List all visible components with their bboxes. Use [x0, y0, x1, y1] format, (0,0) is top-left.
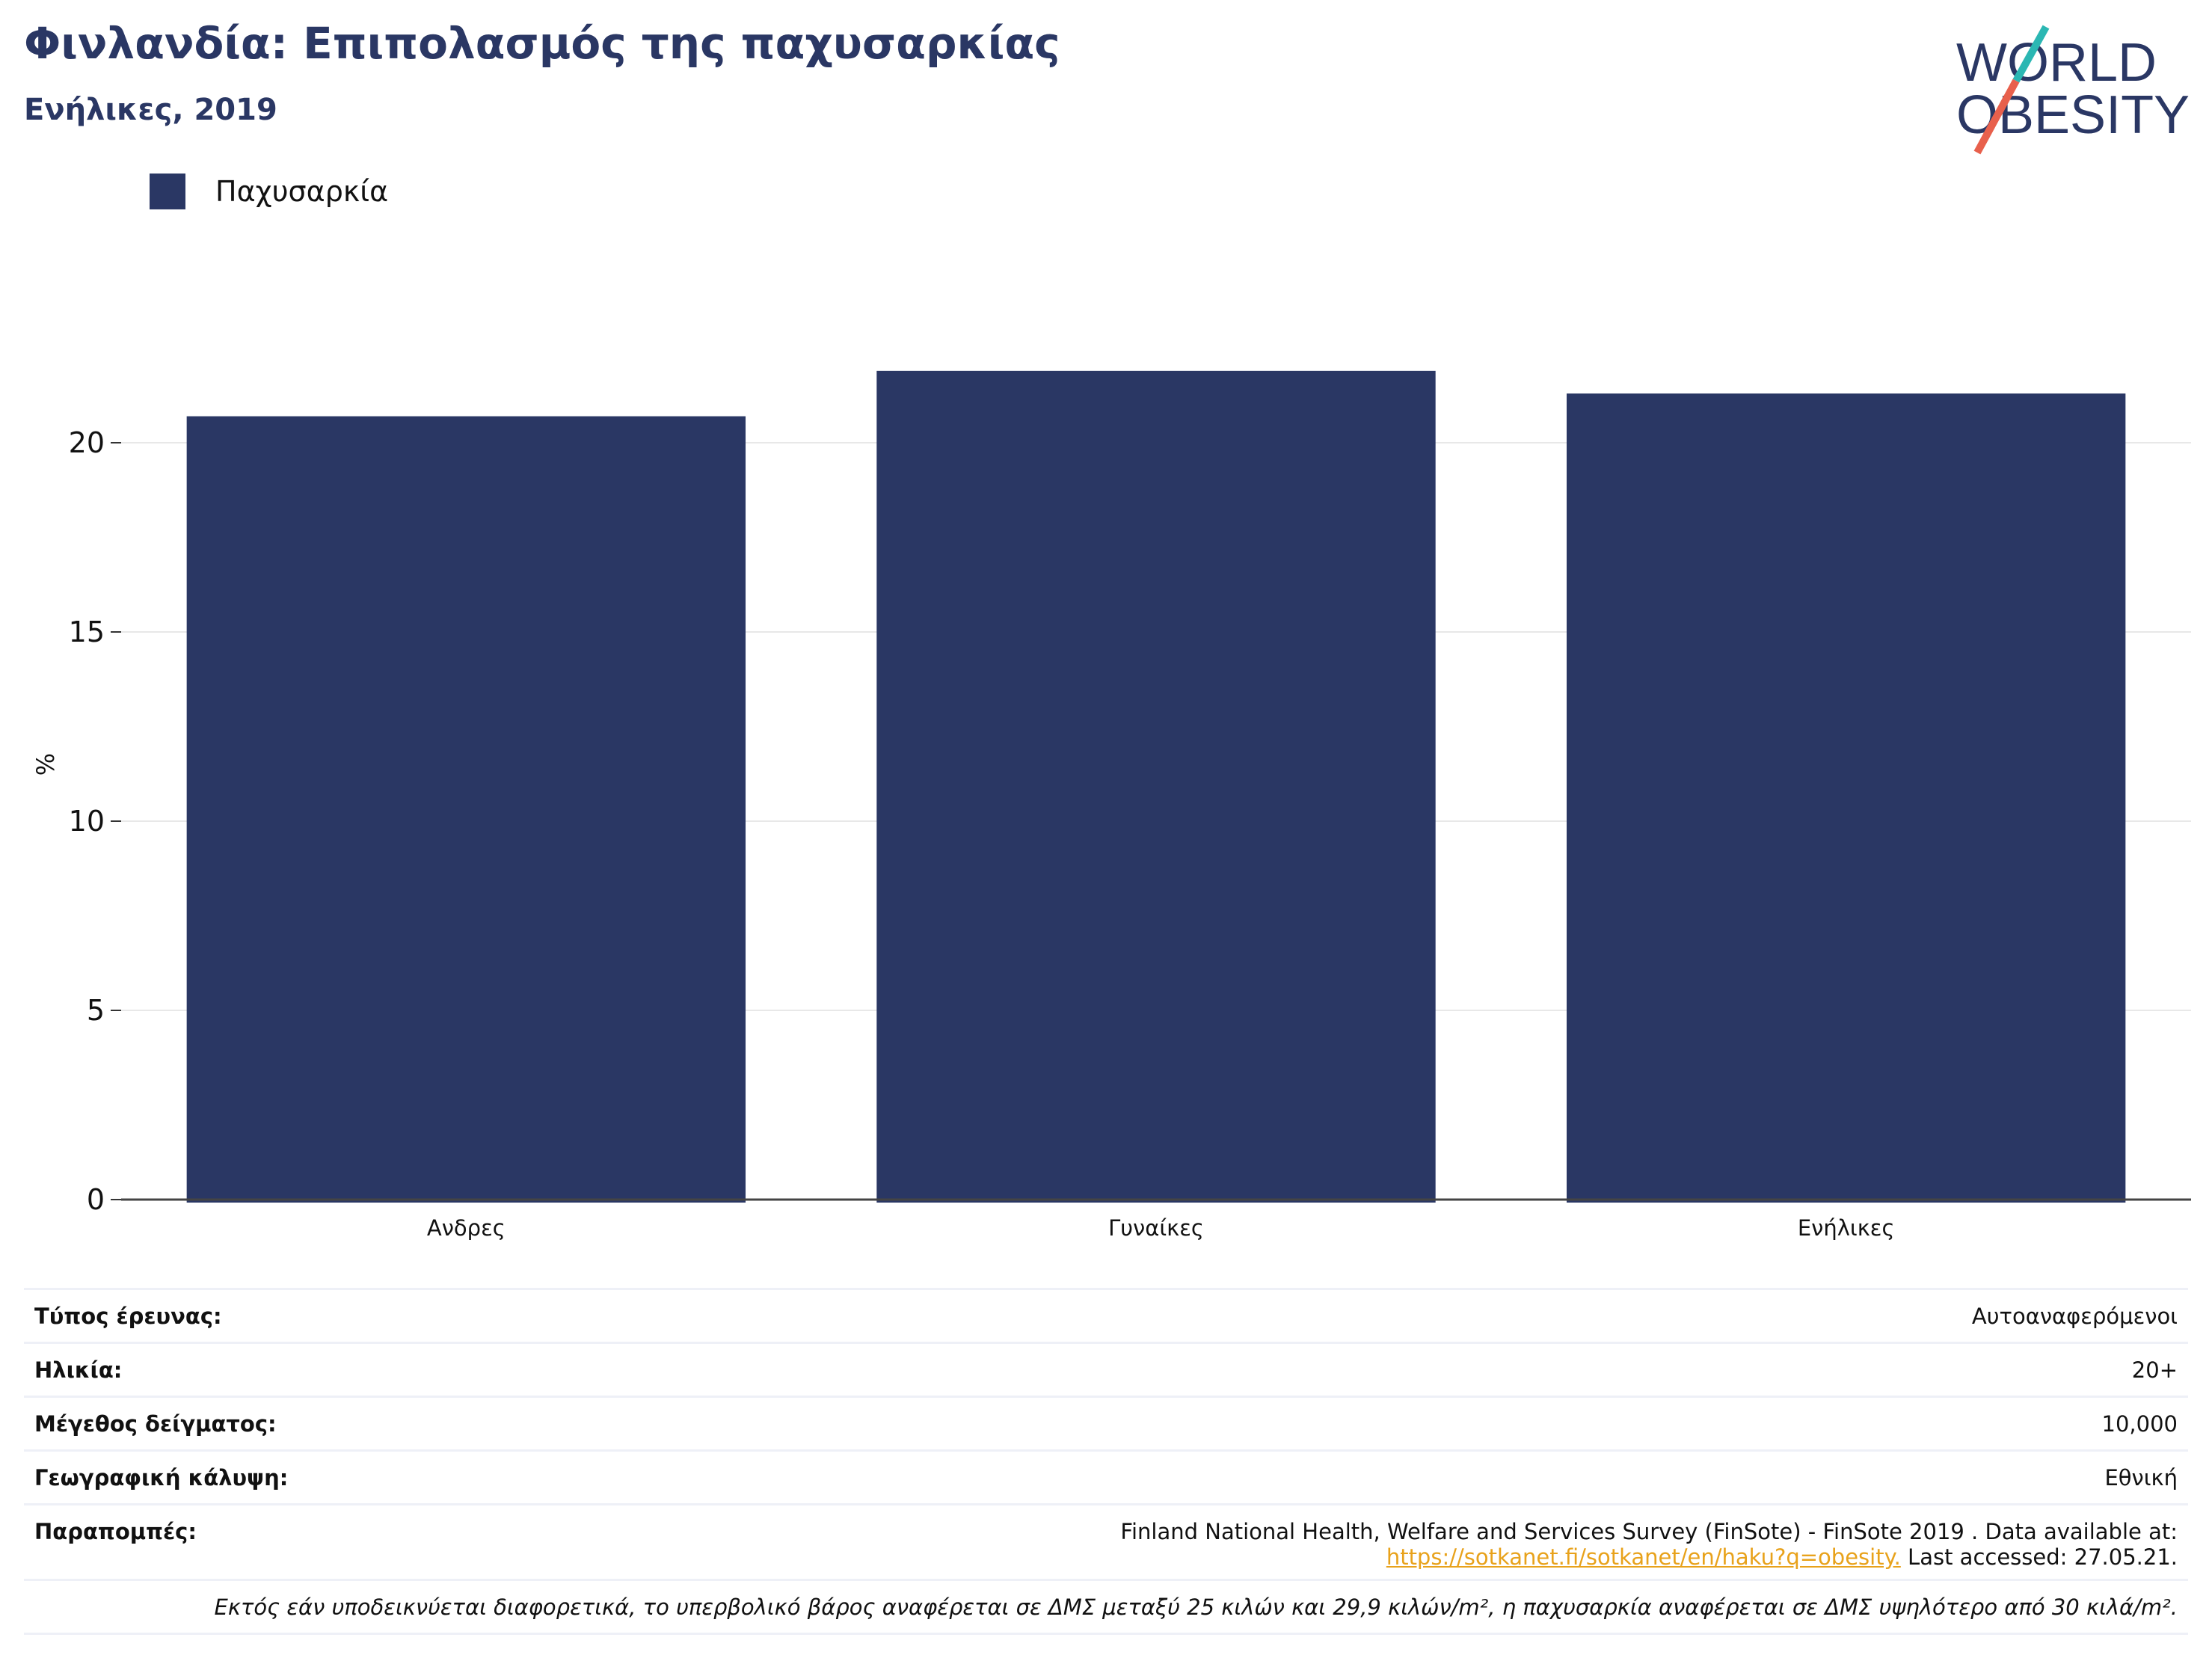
legend: Παχυσαρκία: [150, 174, 388, 209]
meta-row-coverage: Γεωγραφική κάλυψη: Εθνική: [24, 1452, 2188, 1505]
meta-value: 10,000: [2101, 1411, 2178, 1437]
bar: [1566, 393, 2126, 1203]
meta-row-sample-size: Μέγεθος δείγματος: 10,000: [24, 1398, 2188, 1452]
meta-row-age: Ηλικία: 20+: [24, 1344, 2188, 1398]
world-obesity-logo: WORLD OBESITY: [1956, 25, 2190, 155]
meta-label: Μέγεθος δείγματος:: [34, 1411, 277, 1437]
references-accessed: Last accessed: 27.05.21.: [1900, 1544, 2178, 1570]
bar: [876, 370, 1436, 1203]
meta-label: Παραπομπές:: [34, 1519, 197, 1544]
meta-value: Αυτοαναφερόμενοι: [1971, 1304, 2178, 1329]
bar: [186, 416, 746, 1203]
y-tick-label: 0: [87, 1183, 105, 1216]
metadata-table: Τύπος έρευνας: Αυτοαναφερόμενοι Ηλικία: …: [24, 1288, 2188, 1635]
y-tick-label: 10: [69, 805, 105, 838]
x-tick-label: Ενήλικες: [1798, 1215, 1895, 1241]
y-tick-label: 20: [69, 426, 105, 459]
meta-label: Γεωγραφική κάλυψη:: [34, 1465, 289, 1491]
chart-title: Φινλανδία: Επιπολασμός της παχυσαρκίας: [24, 18, 1060, 69]
meta-value: 20+: [2131, 1357, 2178, 1383]
legend-label: Παχυσαρκία: [215, 175, 389, 208]
y-tick-label: 5: [87, 994, 105, 1027]
meta-row-survey-type: Τύπος έρευνας: Αυτοαναφερόμενοι: [24, 1290, 2188, 1344]
y-axis-label: %: [31, 753, 60, 776]
logo-slash-teal: [2012, 25, 2050, 83]
x-tick-label: Γυναίκες: [1108, 1215, 1204, 1241]
footnote: Εκτός εάν υποδεικνύεται διαφορετικά, το …: [24, 1581, 2188, 1635]
meta-value: Εθνική: [2104, 1465, 2178, 1491]
bar-chart: 0 5 10 15 20% Ανδρες Γυναίκες Ενήλικες: [31, 370, 2191, 1241]
logo-text-world: WORLD: [1956, 33, 2157, 93]
x-tick-label: Ανδρες: [427, 1215, 506, 1241]
references-link[interactable]: https://sotkanet.fi/sotkanet/en/haku?q=o…: [1386, 1544, 1901, 1570]
chart-subtitle: Ενήλικες, 2019: [24, 93, 277, 127]
y-tick-label: 15: [69, 615, 105, 648]
legend-swatch: [150, 174, 185, 209]
meta-label: Ηλικία:: [34, 1357, 123, 1383]
meta-row-references: Παραπομπές: Finland National Health, Wel…: [24, 1505, 2188, 1581]
references-value: Finland National Health, Welfare and Ser…: [1120, 1519, 2178, 1570]
logo-slash-red: [1973, 79, 2020, 155]
meta-label: Τύπος έρευνας:: [34, 1304, 222, 1329]
references-text: Finland National Health, Welfare and Ser…: [1120, 1519, 2178, 1544]
